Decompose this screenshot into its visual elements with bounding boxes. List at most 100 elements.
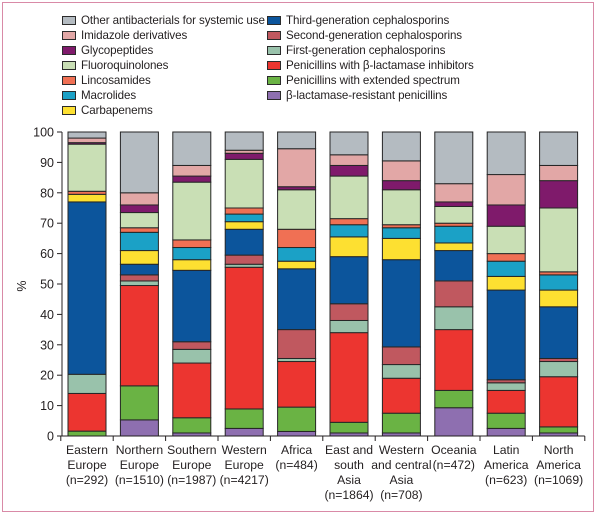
bar-segment-fluoroquinolones — [119, 212, 159, 229]
x-category-label-line: (n=1864) — [324, 488, 373, 502]
x-category-label-line: Eastern — [66, 443, 108, 457]
bar-segment-beta-lactamase-resistant-penicillins — [277, 430, 317, 437]
y-axis-label: % — [15, 280, 29, 291]
legend-label: Macrolides — [81, 89, 137, 102]
bar-segment-carbapenems — [539, 289, 579, 308]
bar-segment-other-antibacterials-for-systemic-use — [486, 131, 526, 176]
bar-segment-penicillins-with-extended-spectrum — [67, 430, 107, 437]
bar-segment-other-antibacterials-for-systemic-use — [329, 131, 369, 156]
x-category-label-line: North — [544, 443, 574, 457]
bar-segment-penicillins-with-beta-lactamase-inhibitors — [119, 285, 159, 387]
bar-segment-penicillins-with-beta-lactamase-inhibitors — [172, 362, 212, 419]
bar-segment-imidazole-derivatives — [277, 148, 317, 188]
bar-segment-third-generation-cephalosporins — [329, 256, 369, 305]
bar-segment-second-generation-cephalosporins — [329, 303, 369, 321]
bar-segment-beta-lactamase-resistant-penicillins — [434, 407, 474, 437]
bar-segment-lincosamides — [224, 207, 264, 215]
bar-segment-glycopeptides — [329, 164, 369, 177]
x-category-label-line: America — [484, 458, 529, 472]
x-category-label-line: Europe — [120, 458, 160, 472]
y-tick-label: 80 — [40, 186, 54, 200]
bar-segment-carbapenems — [329, 236, 369, 258]
bar-segment-imidazole-derivatives — [486, 174, 526, 206]
legend-label: Carbapenems — [81, 104, 153, 117]
bar-segment-macrolides — [119, 231, 159, 252]
legend-label: Third-generation cephalosporins — [286, 14, 450, 27]
x-category-label: Northern Europe (n=1510) — [115, 443, 164, 487]
bar-segment-fluoroquinolones — [539, 207, 579, 273]
bar-segment-penicillins-with-extended-spectrum — [172, 417, 212, 434]
x-category-label-line: (n=4217) — [220, 473, 269, 487]
bar-segment-carbapenems — [224, 221, 264, 230]
bar-segment-beta-lactamase-resistant-penicillins — [486, 427, 526, 437]
legend-item-carbapenems: Carbapenems — [62, 103, 153, 118]
bar-segment-fluoroquinolones — [67, 143, 107, 192]
bar-segment-imidazole-derivatives — [329, 154, 369, 166]
x-category-label-line: Oceania — [431, 443, 477, 457]
legend-swatch — [62, 91, 76, 100]
bar-segment-third-generation-cephalosporins — [172, 269, 212, 343]
x-category-label-line: (n=708) — [380, 488, 422, 502]
bar-segment-second-generation-cephalosporins — [119, 274, 159, 282]
x-category-label-line: Europe — [225, 458, 265, 472]
legend-swatch — [62, 76, 76, 85]
bar-segment-fluoroquinolones — [224, 158, 264, 209]
x-category-label-line: south — [334, 458, 364, 472]
legend-item-second-generation-cephalosporins: Second-generation cephalosporins — [267, 28, 462, 43]
bar-segment-first-generation-cephalosporins — [539, 361, 579, 378]
bar-segment-glycopeptides — [119, 204, 159, 214]
bar-segment-penicillins-with-beta-lactamase-inhibitors — [434, 329, 474, 391]
legend-swatch — [62, 31, 76, 40]
bar-segment-fluoroquinolones — [434, 205, 474, 224]
bar-segment-penicillins-with-beta-lactamase-inhibitors — [539, 376, 579, 428]
bar-segment-fluoroquinolones — [329, 175, 369, 220]
x-category-label: East and south Asia (n=1864) — [324, 443, 373, 502]
bar-segment-penicillins-with-beta-lactamase-inhibitors — [224, 266, 264, 410]
bar-segment-third-generation-cephalosporins — [381, 259, 421, 348]
bar-segment-third-generation-cephalosporins — [67, 201, 107, 375]
x-category-label-line: Asia — [337, 473, 361, 487]
bar-segment-carbapenems — [67, 193, 107, 203]
bar-segment-beta-lactamase-resistant-penicillins — [224, 427, 264, 437]
legend-swatch — [267, 46, 281, 55]
y-tick-label: 10 — [40, 399, 54, 413]
legend-item-lincosamides: Lincosamides — [62, 73, 151, 88]
bar-segment-fluoroquinolones — [277, 189, 317, 230]
x-category-label: Western and central Asia (n=708) — [371, 443, 431, 502]
y-tick-label: 100 — [33, 126, 54, 140]
bar-segment-first-generation-cephalosporins — [119, 280, 159, 287]
bar-segment-lincosamides — [329, 218, 369, 226]
bar-segment-imidazole-derivatives — [172, 164, 212, 177]
bar-segment-second-generation-cephalosporins — [434, 280, 474, 308]
bar-segment-other-antibacterials-for-systemic-use — [277, 131, 317, 150]
bar-segment-glycopeptides — [224, 152, 264, 160]
x-category-label-line: Western — [222, 443, 267, 457]
bar-segment-third-generation-cephalosporins — [224, 228, 264, 256]
bar-segment-beta-lactamase-resistant-penicillins — [119, 419, 159, 437]
bar-segment-first-generation-cephalosporins — [381, 364, 421, 379]
bar-segment-carbapenems — [172, 259, 212, 271]
x-category-label: Eastern Europe (n=292) — [66, 443, 108, 487]
bar-segment-other-antibacterials-for-systemic-use — [381, 131, 421, 162]
legend-item-penicillins-with-beta-lactamase-inhibitors: Penicillins with β-lactamase inhibitors — [267, 58, 474, 73]
x-category-label-line: and central — [371, 458, 431, 472]
legend-swatch — [62, 16, 76, 25]
bar-segment-carbapenems — [119, 250, 159, 265]
x-category-label-line: Latin — [493, 443, 519, 457]
x-category-label-line: (n=1510) — [115, 473, 164, 487]
bar-segment-penicillins-with-extended-spectrum — [329, 421, 369, 434]
legend-swatch — [267, 76, 281, 85]
legend-item-imidazole-derivatives: Imidazole derivatives — [62, 28, 187, 43]
bar-segment-imidazole-derivatives — [381, 160, 421, 182]
legend-label: Other antibacterials for systemic use — [81, 14, 265, 27]
bar-segment-third-generation-cephalosporins — [277, 268, 317, 331]
legend-item-fluoroquinolones: Fluoroquinolones — [62, 58, 168, 73]
bar-segment-lincosamides — [119, 227, 159, 233]
legend-label: First-generation cephalosporins — [286, 44, 446, 57]
x-category-label-line: Southern — [167, 443, 216, 457]
legend-swatch — [62, 61, 76, 70]
x-category-label-line: (n=1987) — [167, 473, 216, 487]
legend-label: Lincosamides — [81, 74, 151, 87]
bar-segment-carbapenems — [434, 242, 474, 252]
bar-segment-carbapenems — [381, 237, 421, 261]
